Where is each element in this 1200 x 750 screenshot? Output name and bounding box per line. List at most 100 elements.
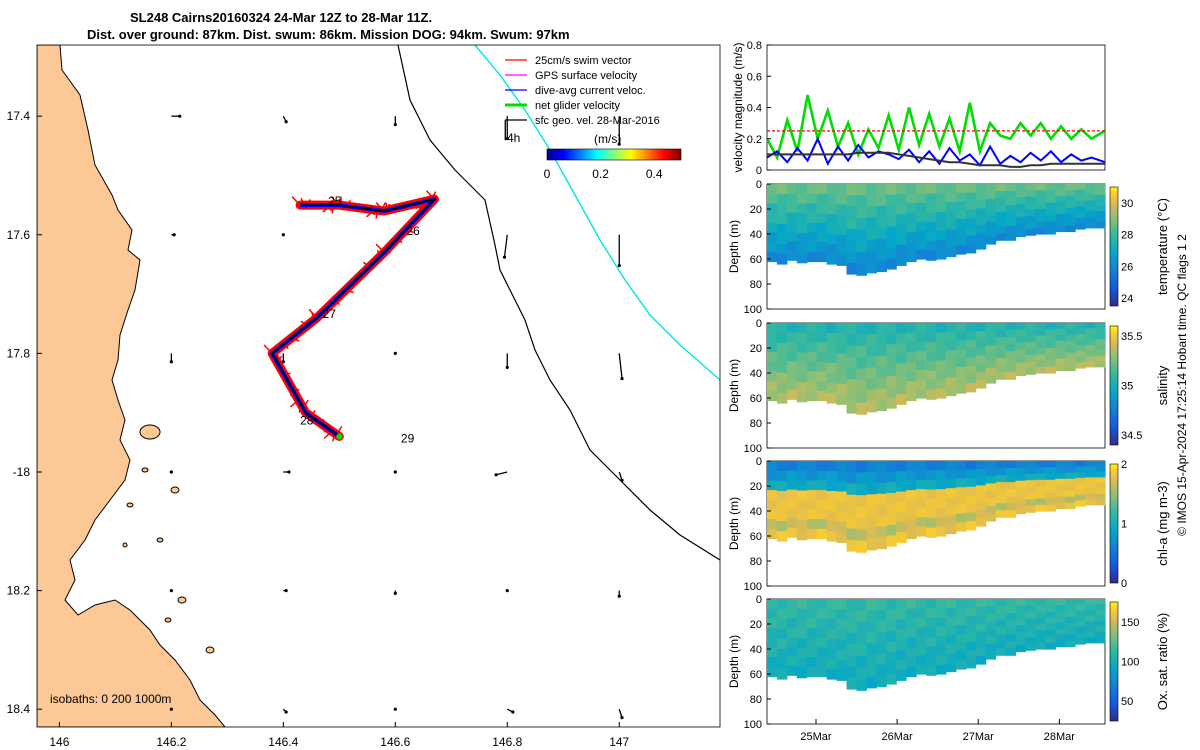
section-cell — [955, 349, 967, 359]
section-cell — [945, 350, 957, 360]
section-cell — [836, 184, 848, 195]
section-cell — [926, 332, 937, 343]
section-cell — [1025, 361, 1036, 369]
section-cell — [1025, 505, 1036, 513]
section-cell — [856, 472, 867, 485]
section-cell — [936, 369, 947, 380]
section-cell — [1045, 486, 1056, 493]
section-cell — [955, 192, 967, 203]
section-cell — [1075, 184, 1086, 191]
section-cell — [796, 520, 808, 531]
section-cell — [936, 221, 947, 232]
section-cell — [965, 495, 977, 505]
section-cell — [1095, 631, 1106, 638]
section-cell — [926, 361, 937, 372]
section-cell — [985, 476, 997, 485]
section-cell — [826, 649, 838, 660]
section-cell — [965, 235, 977, 245]
section-cell — [767, 637, 778, 649]
section-cell — [965, 366, 977, 376]
velocity-y-label: velocity magnitude (m/s) — [731, 42, 745, 172]
section-cell — [856, 252, 867, 265]
section-cell — [776, 254, 788, 265]
section-cell — [896, 255, 907, 266]
section-cell — [767, 323, 778, 334]
section-cell — [995, 365, 1007, 373]
section-cell — [886, 492, 897, 505]
section-cell — [926, 212, 937, 223]
section-cell — [796, 382, 808, 393]
section-cell — [1055, 490, 1066, 498]
section-cell — [896, 244, 907, 256]
section-cell — [886, 524, 897, 536]
geo-velocity-arrowhead — [169, 589, 173, 593]
section-cell — [995, 372, 1007, 380]
section-cell — [1075, 489, 1086, 496]
island — [164, 617, 172, 623]
section-cell — [796, 213, 808, 224]
section-cell — [906, 608, 917, 619]
section-cell — [836, 214, 848, 226]
section-cell — [786, 646, 798, 657]
section-cell — [936, 526, 947, 537]
section-cell — [1065, 461, 1076, 468]
geo-velocity-arrowhead — [284, 710, 288, 714]
section-cell — [886, 247, 897, 259]
coastline-land — [37, 45, 226, 727]
section-cell — [1065, 184, 1076, 191]
section-cell — [1085, 461, 1096, 468]
section-cell — [945, 644, 957, 654]
day-label: 26 — [406, 224, 420, 238]
section-cell — [856, 529, 867, 542]
section-cell — [1035, 605, 1046, 613]
section-cell — [886, 215, 897, 228]
section-cell — [1055, 478, 1066, 486]
section-cell — [926, 351, 937, 362]
section-cell — [1005, 219, 1017, 227]
section-cell — [896, 599, 907, 610]
section-cell — [965, 227, 977, 237]
section-cell — [916, 388, 927, 399]
section-cell — [1085, 194, 1096, 201]
section-cell — [916, 341, 927, 352]
geo-velocity-arrowhead — [393, 351, 397, 355]
section-cell — [1015, 493, 1026, 501]
section-cell — [926, 184, 937, 195]
section-colorbar-tick: 1 — [1121, 519, 1127, 531]
section-cell — [1005, 599, 1017, 607]
section-cell — [1085, 333, 1096, 340]
section-cell — [776, 333, 788, 344]
section-cell — [786, 389, 798, 400]
section-cell — [1015, 506, 1026, 515]
section-cell — [1005, 634, 1017, 642]
time-label: 4h — [507, 131, 520, 145]
section-cell — [1035, 348, 1046, 355]
section-cell — [816, 480, 828, 491]
section-cell — [806, 371, 818, 382]
section-cell — [985, 191, 997, 200]
section-cell — [1055, 496, 1066, 504]
section-cell — [1015, 362, 1026, 370]
section-cell — [1035, 215, 1046, 223]
section-cell — [916, 489, 927, 500]
section-cell — [1045, 366, 1056, 374]
section-cell — [955, 607, 967, 618]
section-cell — [1065, 634, 1076, 642]
section-cell — [836, 194, 848, 205]
section-cell — [955, 201, 967, 211]
section-cell — [826, 343, 838, 354]
section-cell — [826, 491, 838, 502]
section-cell — [1075, 212, 1086, 219]
section-cell — [1095, 216, 1106, 223]
section-cell — [826, 383, 838, 394]
section-cell — [1075, 195, 1086, 202]
section-cell — [975, 363, 987, 373]
section-cell — [926, 489, 937, 500]
section-cell — [955, 375, 967, 385]
velocity-y-tick-label: 0.4 — [747, 103, 762, 115]
section-cell — [965, 659, 977, 669]
section-cell — [826, 393, 838, 404]
section-cell — [786, 527, 798, 538]
section-cell — [1015, 355, 1026, 363]
section-cell — [955, 634, 967, 644]
